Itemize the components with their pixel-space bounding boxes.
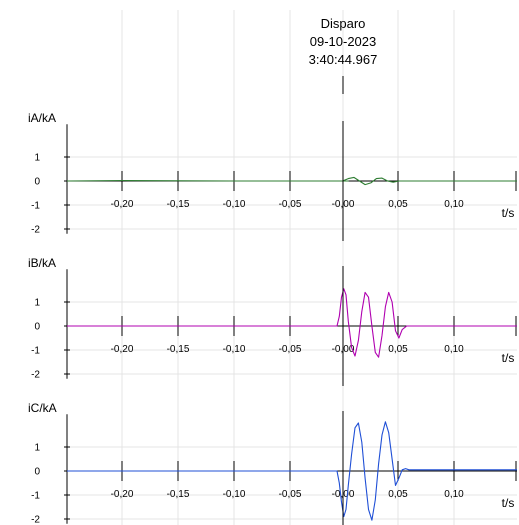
x-tick-label: 0,10 <box>444 199 464 210</box>
series-line-0 <box>67 288 517 358</box>
y-tick-label: 0 <box>34 322 40 333</box>
trigger-time: 3:40:44.967 <box>309 52 378 67</box>
y-tick-label: 1 <box>34 153 40 164</box>
x-tick-label: -0,05 <box>279 344 302 355</box>
x-axis-label: t/s <box>502 206 515 220</box>
y-tick-label: -1 <box>31 201 40 212</box>
x-axis-label: t/s <box>502 351 515 365</box>
y-axis-label: iC/kA <box>28 401 57 415</box>
trigger-label: Disparo <box>321 16 366 31</box>
x-tick-label: -0,10 <box>223 199 246 210</box>
x-axis-label: t/s <box>502 496 515 510</box>
x-tick-label: 0,10 <box>444 344 464 355</box>
x-tick-label: 0,05 <box>388 489 408 500</box>
x-tick-label: -0,05 <box>279 199 302 210</box>
x-tick-label: -0,20 <box>111 489 134 500</box>
y-axis-label: iA/kA <box>28 111 56 125</box>
x-tick-label: -0,15 <box>167 489 190 500</box>
y-axis-label: iB/kA <box>28 256 56 270</box>
y-tick-label: -1 <box>31 346 40 357</box>
series-line-0 <box>67 421 517 521</box>
series-line-0 <box>66 176 517 186</box>
y-tick-label: 1 <box>34 298 40 309</box>
y-tick-label: 1 <box>34 443 40 454</box>
y-tick-label: 0 <box>34 467 40 478</box>
trigger-marker: Disparo 09-10-2023 3:40:44.967 <box>309 16 378 94</box>
x-tick-label: -0,15 <box>167 344 190 355</box>
y-tick-label: -2 <box>31 225 40 236</box>
x-tick-label: -0,20 <box>111 199 134 210</box>
x-tick-label: -0,20 <box>111 344 134 355</box>
x-tick-label: -0,05 <box>279 489 302 500</box>
x-tick-label: 0,10 <box>444 489 464 500</box>
y-tick-label: -2 <box>31 370 40 381</box>
x-tick-label: 0,05 <box>388 344 408 355</box>
x-tick-label: -0,10 <box>223 344 246 355</box>
grid-layer <box>121 10 455 525</box>
y-tick-label: 0 <box>34 177 40 188</box>
y-tick-label: -1 <box>31 491 40 502</box>
trigger-date: 09-10-2023 <box>310 34 377 49</box>
x-tick-label: -0,10 <box>223 489 246 500</box>
x-tick-label: 0,05 <box>388 199 408 210</box>
y-tick-label: -2 <box>31 515 40 525</box>
x-tick-label: -0,15 <box>167 199 190 210</box>
